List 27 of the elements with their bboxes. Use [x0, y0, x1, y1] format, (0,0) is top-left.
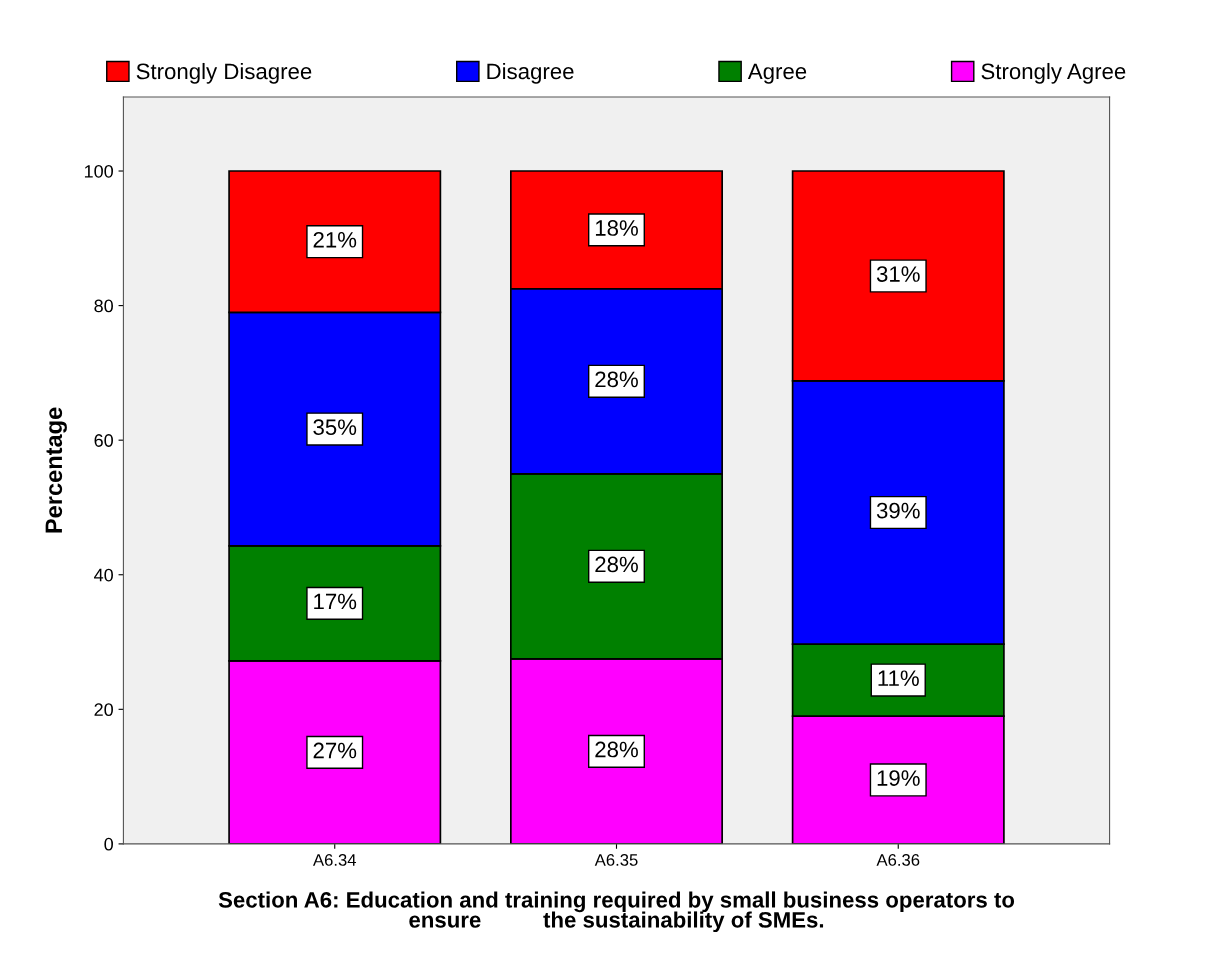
- data-label: 39%: [876, 502, 920, 519]
- x-axis-title: Section A6: Education and training required by small business operators to ensure the sustainability of SMEs.: [218, 891, 1015, 933]
- y-tick-label: 80: [94, 299, 113, 313]
- data-label: 28%: [595, 741, 638, 758]
- data-label: 31%: [876, 266, 920, 282]
- data-label: 18%: [595, 220, 638, 236]
- y-tick-label: 0: [104, 837, 113, 851]
- data-label: 28%: [595, 556, 638, 573]
- data-label: 17%: [314, 593, 357, 610]
- y-tick-label: 40: [94, 568, 113, 582]
- y-tick-label: 100: [84, 164, 113, 178]
- data-label: 21%: [313, 231, 357, 248]
- x-tick-label: A6.36: [876, 854, 920, 866]
- legend-label: Strongly Disagree: [136, 62, 312, 84]
- y-axis-title: Percentage: [45, 407, 67, 533]
- y-tick-label: 20: [94, 703, 113, 717]
- x-tick-label: A6.34: [313, 854, 357, 866]
- legend-label: Agree: [747, 63, 807, 84]
- data-label: 11%: [878, 670, 919, 686]
- data-label: 27%: [313, 742, 357, 759]
- legend-label: Disagree: [487, 62, 574, 84]
- legend-label: Strongly Agree: [981, 62, 1126, 84]
- y-tick-label: 60: [94, 434, 113, 447]
- data-label: 28%: [595, 371, 638, 388]
- x-tick-label: A6.35: [594, 854, 638, 866]
- data-label: 19%: [877, 770, 920, 786]
- data-label: 35%: [313, 419, 357, 436]
